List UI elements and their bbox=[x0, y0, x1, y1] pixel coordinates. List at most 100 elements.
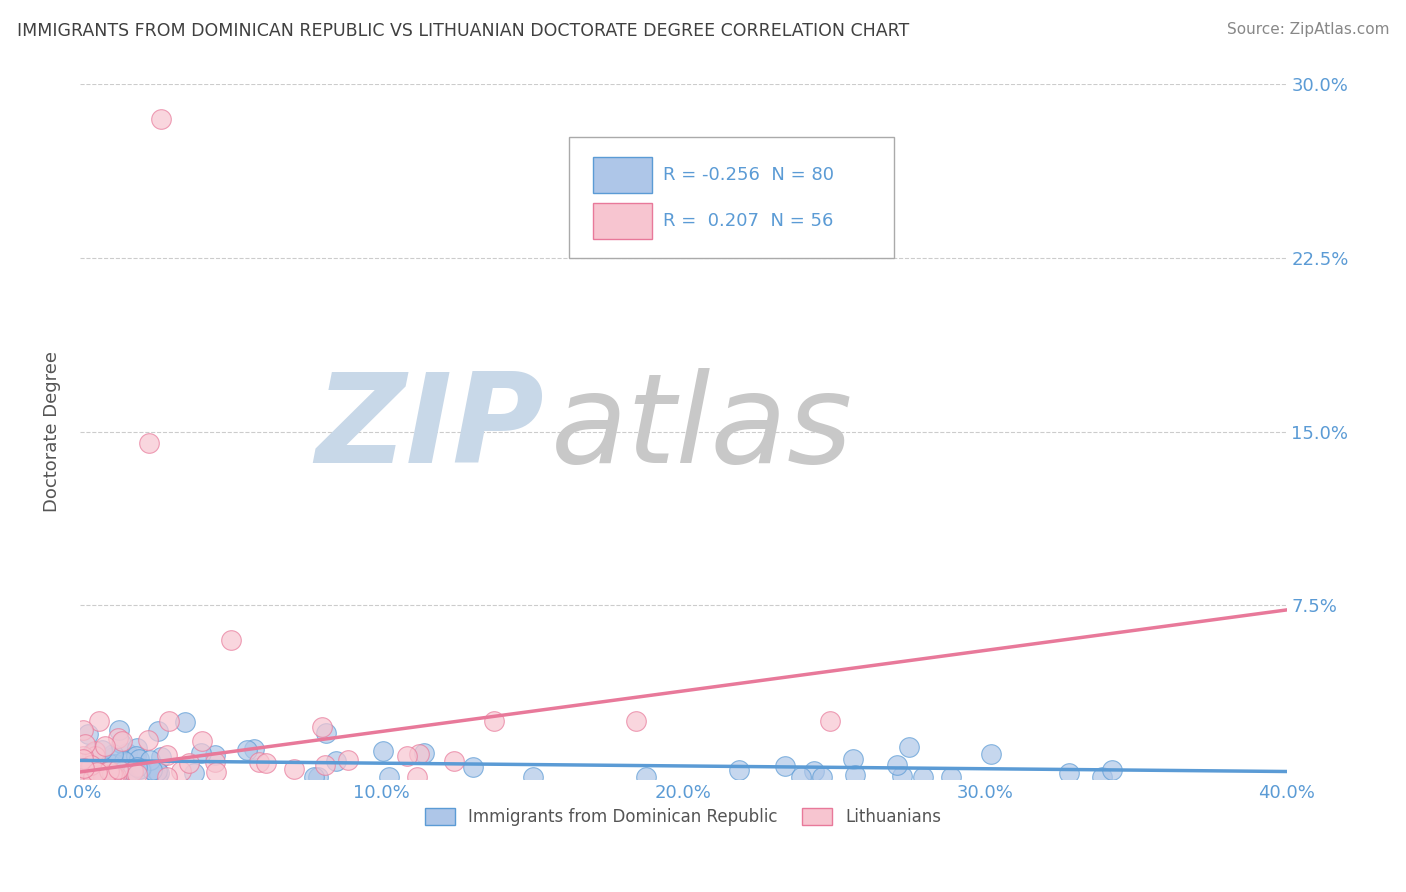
Point bbox=[149, 750, 172, 764]
Point bbox=[897, 739, 920, 754]
Point bbox=[156, 770, 179, 784]
Point bbox=[103, 750, 125, 764]
FancyBboxPatch shape bbox=[593, 157, 652, 194]
Point bbox=[73, 761, 96, 775]
Point bbox=[76, 727, 98, 741]
Point bbox=[150, 112, 173, 127]
Point bbox=[886, 757, 908, 772]
Point bbox=[773, 758, 796, 772]
Point bbox=[104, 756, 127, 771]
Point bbox=[842, 751, 865, 765]
Point bbox=[204, 755, 226, 769]
Point bbox=[307, 770, 329, 784]
Point bbox=[939, 770, 962, 784]
Point bbox=[145, 770, 167, 784]
Point bbox=[98, 770, 121, 784]
Point bbox=[97, 764, 120, 778]
Point bbox=[117, 770, 139, 784]
Legend: Immigrants from Dominican Republic, Lithuanians: Immigrants from Dominican Republic, Lith… bbox=[418, 802, 949, 833]
Point bbox=[101, 764, 124, 779]
Point bbox=[114, 770, 136, 784]
Point bbox=[107, 731, 129, 746]
Text: atlas: atlas bbox=[551, 368, 852, 489]
Point bbox=[413, 746, 436, 760]
Point bbox=[84, 745, 107, 759]
Point bbox=[247, 755, 270, 769]
Point bbox=[83, 748, 105, 763]
Point bbox=[96, 761, 118, 775]
Point bbox=[191, 734, 214, 748]
Point bbox=[94, 770, 117, 784]
Point bbox=[91, 769, 114, 783]
Point bbox=[236, 743, 259, 757]
Point bbox=[89, 758, 111, 772]
Y-axis label: Doctorate Degree: Doctorate Degree bbox=[44, 351, 60, 512]
Point bbox=[789, 770, 811, 784]
Point bbox=[103, 770, 125, 784]
Point bbox=[76, 757, 98, 772]
Point bbox=[108, 723, 131, 737]
Point bbox=[443, 754, 465, 768]
Point bbox=[91, 770, 114, 784]
Point bbox=[891, 769, 914, 783]
Point bbox=[1091, 770, 1114, 784]
Point bbox=[219, 633, 242, 648]
Point bbox=[337, 753, 360, 767]
Point bbox=[463, 760, 485, 774]
Point bbox=[243, 742, 266, 756]
Point bbox=[183, 766, 205, 780]
Point bbox=[100, 767, 122, 781]
Point bbox=[396, 749, 419, 764]
Text: IMMIGRANTS FROM DOMINICAN REPUBLIC VS LITHUANIAN DOCTORATE DEGREE CORRELATION CH: IMMIGRANTS FROM DOMINICAN REPUBLIC VS LI… bbox=[17, 22, 910, 40]
Point bbox=[177, 756, 200, 771]
Point bbox=[138, 753, 160, 767]
Point bbox=[111, 762, 134, 776]
Point bbox=[127, 760, 149, 774]
FancyBboxPatch shape bbox=[593, 202, 652, 239]
Point bbox=[72, 770, 94, 784]
Point bbox=[205, 765, 228, 780]
Point bbox=[75, 770, 97, 784]
Point bbox=[112, 754, 135, 768]
Point bbox=[103, 747, 125, 761]
Point bbox=[174, 715, 197, 730]
Point bbox=[484, 714, 506, 728]
Point bbox=[75, 753, 97, 767]
Point bbox=[104, 769, 127, 783]
Point bbox=[80, 747, 103, 761]
Point bbox=[107, 762, 129, 776]
Point bbox=[170, 764, 193, 778]
Point bbox=[80, 746, 103, 760]
Point bbox=[408, 747, 430, 762]
Point bbox=[89, 714, 111, 728]
Point bbox=[371, 744, 394, 758]
Text: Source: ZipAtlas.com: Source: ZipAtlas.com bbox=[1226, 22, 1389, 37]
Point bbox=[190, 746, 212, 760]
Point bbox=[138, 436, 160, 450]
Point bbox=[156, 748, 179, 763]
Point bbox=[728, 763, 751, 777]
Point bbox=[86, 765, 108, 780]
Point bbox=[980, 747, 1002, 762]
Point bbox=[122, 764, 145, 778]
Point bbox=[820, 714, 842, 728]
Point bbox=[100, 757, 122, 772]
Point bbox=[103, 769, 125, 783]
Point bbox=[75, 737, 97, 751]
Point bbox=[624, 714, 647, 728]
Point bbox=[110, 736, 132, 750]
Point bbox=[72, 723, 94, 737]
Point bbox=[811, 770, 834, 784]
Point bbox=[72, 752, 94, 766]
Point bbox=[125, 767, 148, 781]
Point bbox=[314, 757, 336, 772]
Point bbox=[325, 754, 347, 768]
Point bbox=[82, 770, 104, 784]
Point bbox=[146, 764, 169, 778]
Point bbox=[378, 770, 401, 784]
Text: R = -0.256  N = 80: R = -0.256 N = 80 bbox=[662, 167, 834, 185]
Point bbox=[80, 770, 103, 784]
Point bbox=[90, 765, 112, 780]
Point bbox=[103, 762, 125, 776]
Point bbox=[94, 770, 117, 784]
